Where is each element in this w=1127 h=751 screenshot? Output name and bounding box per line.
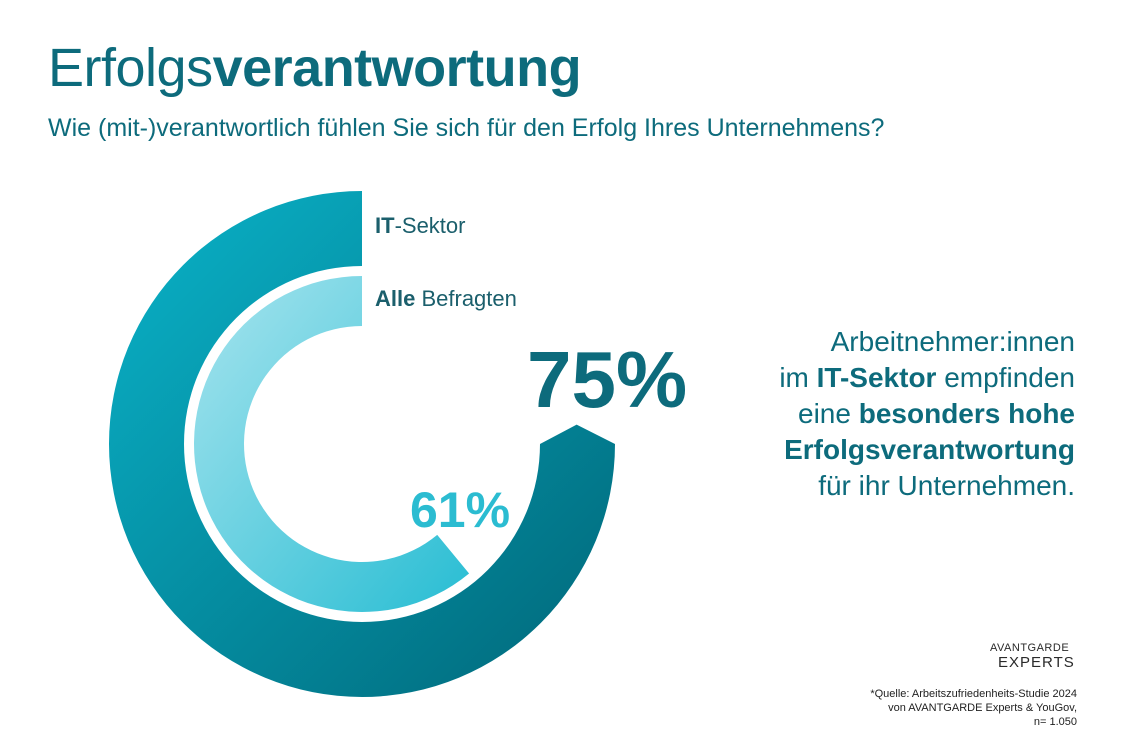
callout-line-5: für ihr Unternehmen. (818, 470, 1075, 501)
callout-line-2a: im (779, 362, 817, 393)
page-subtitle: Wie (mit-)verantwortlich fühlen Sie sich… (48, 114, 885, 142)
logo-line-1: AVANTGARDE (990, 642, 1070, 654)
source-line-3: n= 1.050 (1033, 716, 1077, 728)
value-label-it-sektor: 75% (527, 335, 687, 424)
source-line-2: von AVANTGARDE Experts & YouGov, (888, 702, 1077, 714)
source-note: *Quelle: Arbeitszufriedenheits-Studie 20… (757, 687, 1077, 729)
callout-text: Arbeitnehmer:innen im IT-Sektor empfinde… (655, 324, 1075, 504)
label-it-sektor-rest: -Sektor (395, 213, 466, 238)
callout-line-3a: eine (798, 398, 859, 429)
label-alle-befragten-bold: Alle (375, 286, 415, 311)
callout-line-4: Erfolgsverantwortung (784, 434, 1075, 465)
callout-line-3b: besonders hohe (858, 398, 1075, 429)
label-alle-befragten: Alle Befragten (375, 286, 517, 311)
callout-line-1: Arbeitnehmer:innen (830, 326, 1075, 357)
title-light: Erfolgs (48, 38, 213, 98)
logo-line-2: EXPERTS (998, 654, 1075, 671)
page-title: Erfolgsverantwortung (48, 36, 582, 100)
value-label-alle-befragten: 61% (410, 482, 510, 538)
label-it-sektor: IT-Sektor (375, 213, 465, 238)
title-bold: verantwortung (212, 38, 582, 98)
callout-line-2c: empfinden (936, 362, 1075, 393)
source-line-1: *Quelle: Arbeitszufriedenheits-Studie 20… (870, 688, 1077, 700)
label-it-sektor-bold: IT (375, 213, 395, 238)
avantgarde-logo: AVANTGARDE EXPERTS (990, 642, 1080, 674)
bar-it-sektor (109, 191, 615, 697)
bar-alle-befragten (194, 276, 470, 613)
label-alle-befragten-rest: Befragten (415, 286, 517, 311)
callout-line-2b: IT-Sektor (816, 362, 937, 393)
